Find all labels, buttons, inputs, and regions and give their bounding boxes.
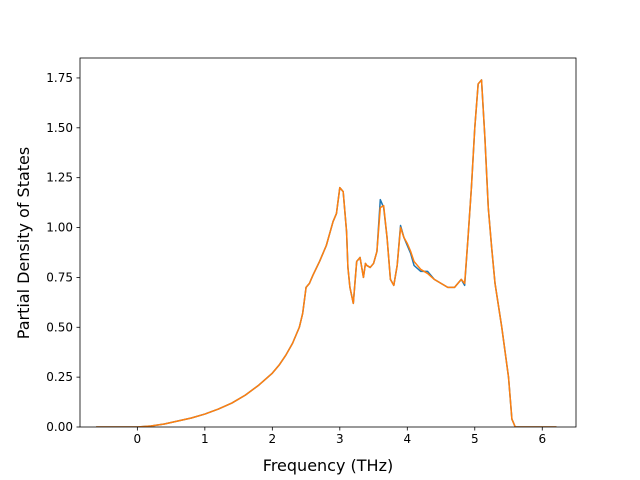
x-tick-label: 3 [336, 432, 344, 446]
y-axis-label: Partial Density of States [14, 147, 33, 339]
y-tick-label: 1.75 [46, 71, 73, 85]
series-layer [96, 79, 557, 427]
x-tick-label: 1 [201, 432, 209, 446]
y-tick-label: 0.50 [46, 320, 73, 334]
x-axis: 0 1 2 3 4 5 6 [134, 427, 546, 446]
x-tick-label: 4 [403, 432, 411, 446]
x-tick-label: 5 [471, 432, 479, 446]
y-tick-label: 0.25 [46, 370, 73, 384]
y-tick-label: 1.25 [46, 171, 73, 185]
y-tick-label: 1.50 [46, 121, 73, 135]
series-2-line [96, 79, 557, 427]
y-axis: 0.00 0.25 0.50 0.75 1.00 1.25 1.50 1.75 [46, 71, 80, 434]
y-tick-label: 0.75 [46, 270, 73, 284]
x-tick-label: 6 [538, 432, 546, 446]
x-tick-label: 0 [134, 432, 142, 446]
y-tick-label: 0.00 [46, 420, 73, 434]
x-axis-label: Frequency (THz) [263, 456, 393, 475]
y-tick-label: 1.00 [46, 221, 73, 235]
plot-frame [79, 57, 577, 428]
x-tick-label: 2 [269, 432, 277, 446]
